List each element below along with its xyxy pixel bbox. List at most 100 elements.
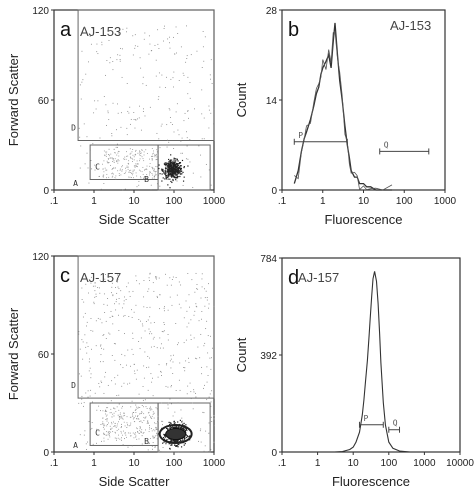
population-dot [181, 173, 183, 175]
x-tick-label: 10 [128, 458, 140, 469]
event-dot [87, 345, 89, 347]
event-dot [116, 439, 117, 441]
event-dot [213, 418, 215, 420]
event-dot [163, 324, 165, 325]
gate-label: A [73, 179, 78, 188]
plot-frame [281, 9, 446, 191]
event-dot [181, 137, 183, 139]
event-dot [84, 312, 86, 314]
event-dot [115, 178, 117, 180]
event-dot [102, 421, 104, 423]
event-dot [137, 163, 139, 165]
population-dot [175, 158, 177, 160]
event-dot [174, 53, 176, 55]
population-dot [189, 435, 191, 437]
event-dot [154, 175, 156, 177]
event-dot [146, 307, 148, 308]
event-dot [148, 442, 150, 444]
event-dot [81, 81, 83, 83]
event-dot [148, 35, 150, 37]
event-dot [152, 167, 154, 169]
event-dot [155, 435, 156, 437]
event-dot [130, 152, 132, 154]
y-tick-label: 0 [271, 448, 277, 459]
event-dot [111, 416, 113, 418]
event-dot [150, 346, 152, 348]
event-dot [141, 422, 143, 424]
event-dot [135, 415, 136, 417]
event-dot [95, 293, 97, 295]
event-dot [155, 277, 157, 279]
event-dot [167, 139, 169, 141]
event-dot [103, 334, 105, 335]
event-dot [118, 298, 120, 299]
event-dot [177, 402, 179, 404]
population-dot [173, 176, 175, 178]
event-dot [110, 428, 111, 430]
population-dot [169, 427, 172, 429]
event-dot [162, 447, 164, 448]
event-dot [212, 347, 213, 349]
event-dot [147, 389, 149, 391]
event-dot [135, 119, 137, 121]
event-dot [147, 412, 149, 414]
event-dot [108, 40, 110, 41]
event-dot [192, 172, 194, 174]
event-dot [152, 150, 154, 152]
event-dot [135, 163, 137, 165]
population-dot [177, 446, 179, 448]
event-dot [116, 430, 118, 432]
event-dot [155, 154, 157, 156]
marker-label: P [363, 414, 368, 423]
event-dot [156, 158, 158, 160]
event-dot [161, 375, 162, 376]
event-dot [125, 364, 127, 366]
event-dot [106, 407, 108, 409]
event-dot [126, 422, 128, 424]
event-dot [154, 430, 156, 432]
event-dot [131, 174, 133, 176]
event-dot [201, 273, 203, 275]
event-dot [150, 406, 152, 408]
population-dot [172, 169, 174, 172]
event-dot [111, 135, 113, 137]
population-dot [167, 164, 170, 166]
event-dot [209, 357, 211, 359]
population-dot [171, 162, 173, 164]
event-dot [100, 354, 102, 356]
event-dot [141, 323, 143, 325]
event-dot [99, 279, 101, 281]
event-dot [136, 186, 138, 188]
event-dot [151, 381, 153, 383]
population-dot [170, 165, 172, 167]
event-dot [151, 409, 153, 411]
event-dot [170, 367, 172, 369]
event-dot [143, 176, 145, 177]
population-dot [167, 184, 169, 186]
event-dot [101, 41, 103, 43]
event-dot [147, 449, 149, 451]
population-dot [181, 421, 183, 423]
event-dot [134, 127, 136, 129]
event-dot [133, 370, 135, 372]
event-dot [116, 425, 118, 427]
event-dot [115, 301, 117, 303]
event-dot [148, 411, 150, 413]
event-dot [80, 98, 82, 100]
event-dot [119, 412, 121, 414]
event-dot [148, 277, 150, 279]
event-dot [213, 305, 215, 307]
event-dot [132, 418, 134, 420]
event-dots [78, 272, 215, 453]
sample-label: AJ-157 [80, 270, 121, 285]
event-dot [130, 422, 132, 424]
event-dot [188, 322, 190, 324]
population-dot [177, 427, 179, 429]
event-dot [156, 408, 158, 410]
event-dot [107, 162, 109, 164]
population-dot [185, 424, 187, 426]
event-dot [155, 423, 157, 425]
population-dot [170, 164, 172, 167]
population-dot [182, 428, 184, 430]
event-dot [135, 149, 137, 151]
